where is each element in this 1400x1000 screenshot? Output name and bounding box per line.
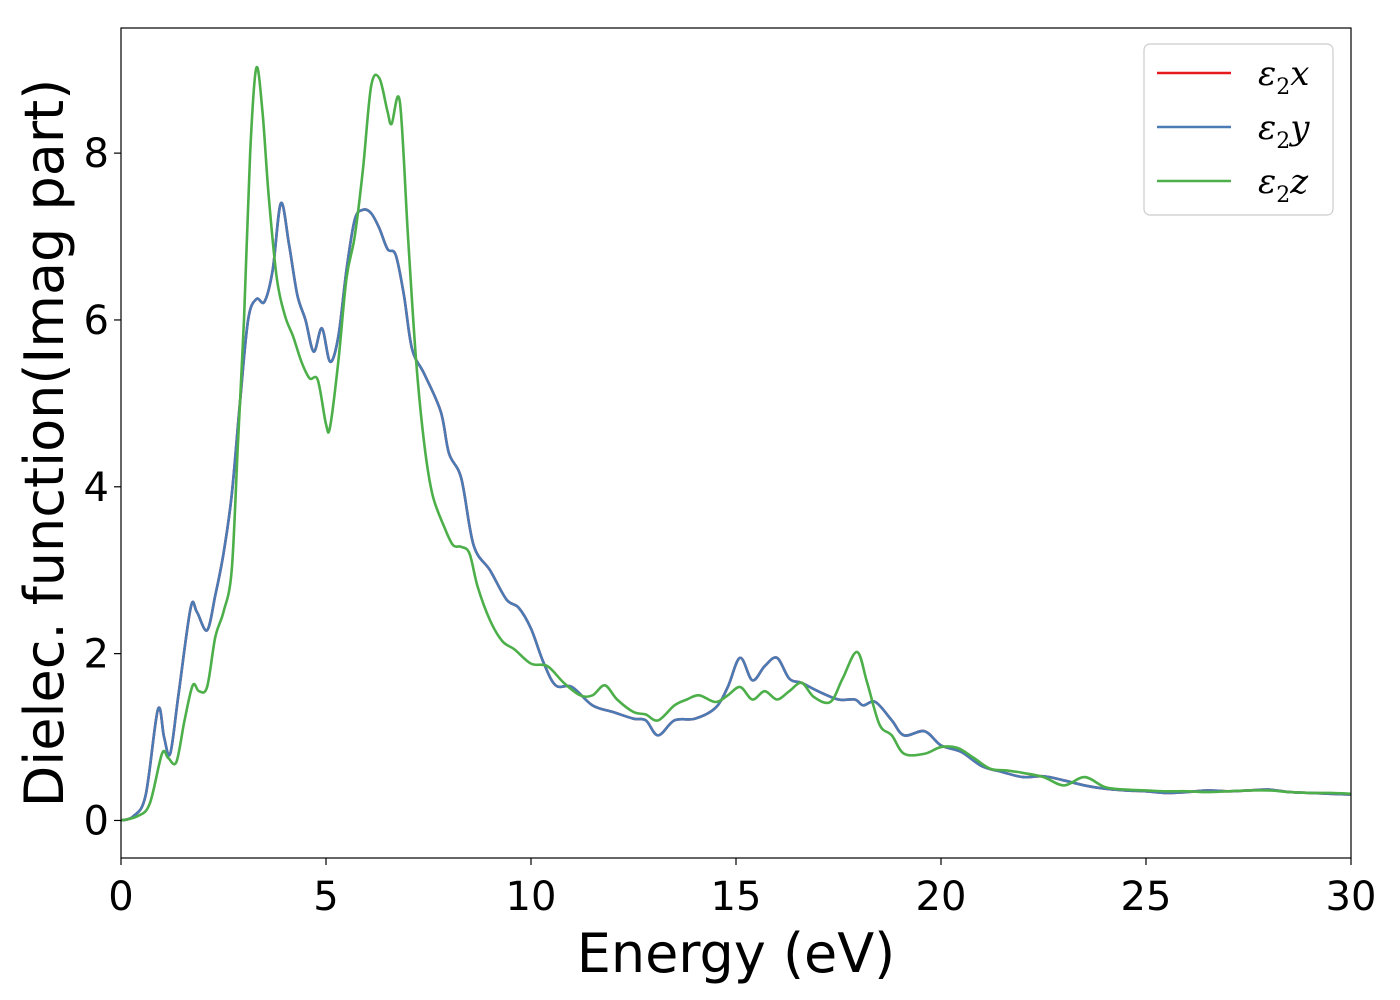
series-line-z	[121, 65, 1351, 822]
x-tick-label: 15	[711, 874, 762, 920]
x-tick-label: 5	[313, 874, 338, 920]
legend-symbol: ε	[1258, 54, 1276, 94]
y-axis: 0 2 4 6 8	[84, 131, 121, 844]
x-tick-label: 30	[1326, 874, 1377, 920]
legend-component: x	[1290, 54, 1309, 94]
series-line-x	[121, 201, 1351, 822]
x-tick-label: 0	[108, 874, 133, 920]
x-tick-label: 10	[506, 874, 557, 920]
legend-subscript: 2	[1276, 183, 1290, 208]
legend-subscript: 2	[1276, 129, 1290, 154]
legend-component: y	[1288, 108, 1310, 148]
legend-symbol: ε	[1258, 108, 1276, 148]
y-axis-title: Dielec. function(Imag part)	[13, 79, 76, 808]
x-tick-label: 25	[1121, 874, 1172, 920]
legend-symbol: ε	[1258, 162, 1276, 202]
x-axis-title: Energy (eV)	[577, 922, 896, 985]
legend-subscript: 2	[1276, 75, 1290, 100]
legend-component: z	[1289, 162, 1309, 202]
legend-frame	[1143, 43, 1334, 216]
y-tick-label: 6	[84, 298, 109, 344]
x-tick-label: 20	[916, 874, 967, 920]
series-layer	[121, 65, 1351, 822]
y-tick-label: 0	[84, 798, 109, 844]
legend-label-x: ε2x	[1258, 54, 1309, 100]
x-axis: 0 5 10 15 20 25 30	[108, 858, 1376, 920]
series-line-y	[121, 201, 1351, 822]
y-tick-label: 4	[84, 465, 109, 511]
legend-label-y: ε2y	[1258, 108, 1310, 154]
legend-label-z: ε2z	[1258, 162, 1309, 208]
y-tick-label: 2	[84, 632, 109, 678]
y-tick-label: 8	[84, 131, 109, 177]
